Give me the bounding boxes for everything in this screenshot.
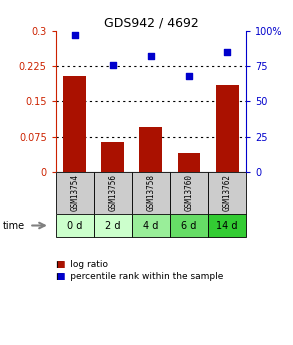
Text: 14 d: 14 d <box>216 220 238 230</box>
Bar <box>101 142 124 172</box>
Bar <box>63 76 86 172</box>
Point <box>72 32 77 38</box>
Text: GSM13760: GSM13760 <box>185 174 193 211</box>
Text: ■  percentile rank within the sample: ■ percentile rank within the sample <box>56 272 223 281</box>
Text: ■  log ratio: ■ log ratio <box>56 260 108 269</box>
Bar <box>56 214 94 237</box>
Title: GDS942 / 4692: GDS942 / 4692 <box>103 17 198 30</box>
Text: ■: ■ <box>56 272 64 281</box>
Point <box>225 49 229 55</box>
Point <box>110 62 115 68</box>
Text: GSM13762: GSM13762 <box>223 174 231 211</box>
Text: time: time <box>3 220 25 230</box>
Bar <box>208 172 246 214</box>
Text: GSM13756: GSM13756 <box>108 174 117 211</box>
Text: 6 d: 6 d <box>181 220 197 230</box>
Text: 4 d: 4 d <box>143 220 159 230</box>
Bar <box>170 172 208 214</box>
Bar <box>170 214 208 237</box>
Point <box>187 73 191 79</box>
Bar <box>216 85 239 172</box>
Point <box>149 53 153 59</box>
Text: GSM13754: GSM13754 <box>70 174 79 211</box>
Text: GSM13758: GSM13758 <box>146 174 155 211</box>
Bar <box>56 172 94 214</box>
Text: 2 d: 2 d <box>105 220 120 230</box>
Text: ■: ■ <box>56 260 64 269</box>
Bar <box>208 214 246 237</box>
Bar <box>94 172 132 214</box>
Bar <box>94 214 132 237</box>
Text: 0 d: 0 d <box>67 220 82 230</box>
Bar <box>132 172 170 214</box>
Bar <box>178 153 200 172</box>
Bar <box>139 127 162 172</box>
Bar <box>132 214 170 237</box>
